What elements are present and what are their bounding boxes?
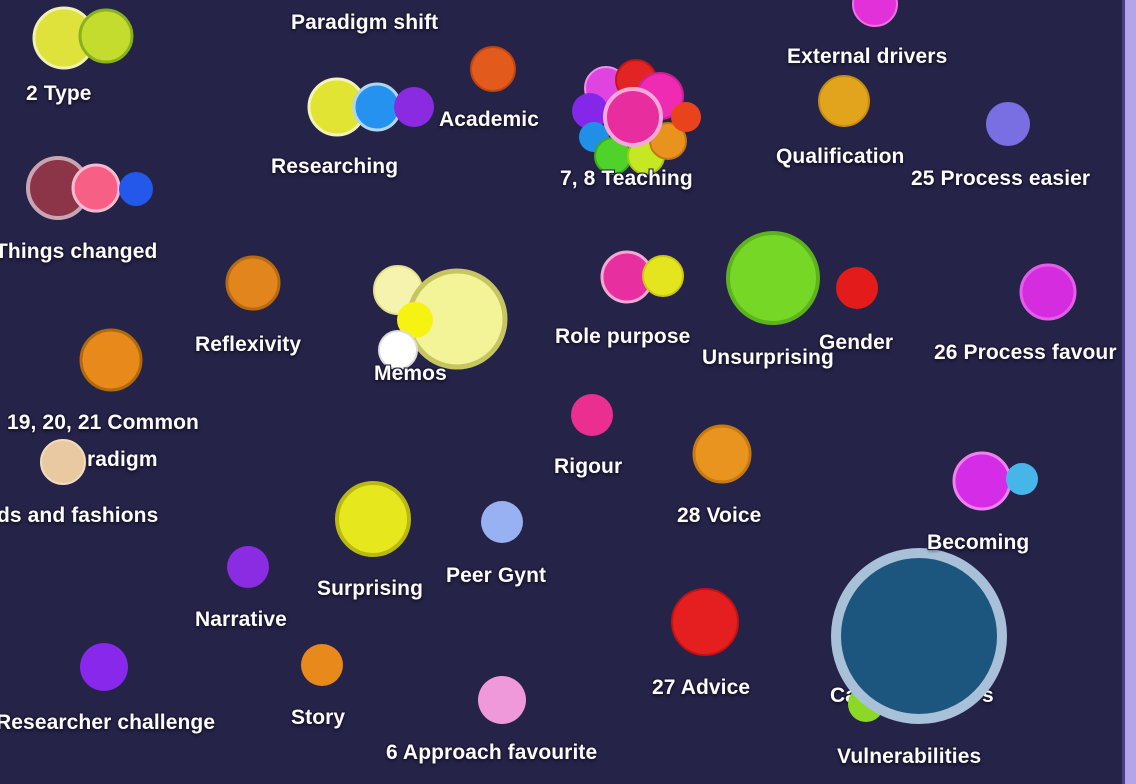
- bubble-becoming-skyblue[interactable]: [1006, 463, 1038, 495]
- bubble-researching-blue[interactable]: [352, 82, 402, 132]
- bubble-teaching-purple[interactable]: [572, 93, 608, 129]
- bubble-voice-orange[interactable]: [692, 424, 752, 484]
- bubble-surprising-yellow[interactable]: [335, 481, 411, 557]
- bubble-top-magenta[interactable]: [852, 0, 898, 27]
- bubble-researcher-purple[interactable]: [80, 643, 128, 691]
- bubble-peer-gynt-blue[interactable]: [481, 501, 523, 543]
- bubble-process-favour-magenta[interactable]: [1019, 263, 1077, 321]
- bubble-rigour-pink[interactable]: [571, 394, 613, 436]
- bubble-vulnerabilities-big-blue[interactable]: [831, 548, 1007, 724]
- bubble-gender-red[interactable]: [836, 267, 878, 309]
- bubble-unsurprising-green[interactable]: [726, 231, 820, 325]
- bubble-qualification-gold[interactable]: [818, 75, 870, 127]
- right-edge-bar[interactable]: [1125, 0, 1136, 784]
- bubble-advice-red[interactable]: [671, 588, 739, 656]
- bubble-role-yellow[interactable]: [642, 255, 684, 297]
- bubble-approach-pink[interactable]: [478, 676, 526, 724]
- bubble-teaching-center-pink[interactable]: [603, 87, 663, 147]
- bubble-things-blue[interactable]: [119, 172, 153, 206]
- bubble-becoming-magenta[interactable]: [952, 451, 1012, 511]
- bubble-narrative-purple[interactable]: [227, 546, 269, 588]
- bubble-memos-white[interactable]: [378, 330, 418, 370]
- bubble-things-pink[interactable]: [71, 163, 121, 213]
- bubble-researching-purple[interactable]: [394, 87, 434, 127]
- bubble-common-orange[interactable]: [79, 328, 143, 392]
- bubble-paradigm-tan[interactable]: [40, 439, 86, 485]
- bubble-type-yellowgreen[interactable]: [78, 8, 134, 64]
- bubble-memos-yellow[interactable]: [397, 302, 433, 338]
- bubble-teaching-redorange[interactable]: [671, 102, 701, 132]
- bubble-process-easier-slateblue[interactable]: [986, 102, 1030, 146]
- bubble-story-orange[interactable]: [301, 644, 343, 686]
- right-edge-line: [1122, 0, 1125, 784]
- bubble-academic-orange[interactable]: [470, 46, 516, 92]
- bubble-reflexivity-orange[interactable]: [225, 255, 281, 311]
